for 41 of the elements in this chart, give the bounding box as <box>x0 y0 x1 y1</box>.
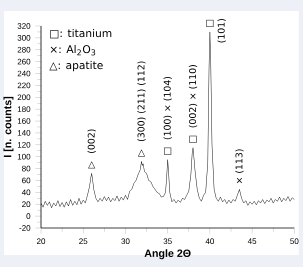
x-tick-label: 20 <box>36 238 46 244</box>
y-tick-label: 320 <box>18 23 30 29</box>
y-tick-label: 180 <box>18 106 30 112</box>
y-tick-label: 80 <box>22 166 30 172</box>
y-tick-label: 240 <box>18 70 30 76</box>
y-tick-label: 100 <box>18 154 30 160</box>
annotation: □ <box>206 20 214 28</box>
x-tick-label: 40 <box>206 238 214 244</box>
annotation: □ <box>189 136 197 143</box>
y-tick-label: 0 <box>26 213 30 219</box>
x-tick-label: 50 <box>290 238 298 244</box>
y-axis-title: I [n. counts] <box>3 96 14 157</box>
y-tick-label: 40 <box>22 190 30 196</box>
y-tick-label: 60 <box>22 178 30 184</box>
annotation: □: titanium <box>50 28 112 38</box>
annotation: △ <box>88 161 96 168</box>
y-tick-label: 140 <box>18 130 30 136</box>
annotation: (300) (211) (112) <box>137 61 146 142</box>
y-tick-label: 260 <box>18 58 30 64</box>
annotation: (002) <box>88 129 96 153</box>
x-tick-label: 35 <box>164 238 172 244</box>
y-tick-label: 280 <box>18 46 30 53</box>
annotation: × (113) <box>235 149 244 184</box>
annotation: ×: Al$_{2}$O$_{3}$ <box>50 44 96 56</box>
annotation: □ <box>164 148 172 155</box>
x-tick-label: 25 <box>79 238 88 244</box>
y-tick-label: 200 <box>18 94 30 100</box>
y-tick-label: 20 <box>22 201 30 208</box>
y-tick-label: 300 <box>18 35 30 41</box>
annotation: (002) × (110) <box>188 65 198 128</box>
y-tick-label: 120 <box>18 142 30 148</box>
annotation: △ <box>138 149 146 157</box>
x-tick-label: 30 <box>121 238 130 244</box>
annotation: (101) <box>218 19 226 43</box>
y-tick-label: 160 <box>18 118 30 124</box>
annotation: △: apatite <box>49 60 103 72</box>
y-tick-label: -20 <box>19 225 30 231</box>
x-axis-title: Angle 2Θ <box>144 249 191 260</box>
y-tick-label: 220 <box>18 82 30 88</box>
x-tick-label: 45 <box>248 238 256 244</box>
annotation: (100) × (104) <box>164 76 172 140</box>
